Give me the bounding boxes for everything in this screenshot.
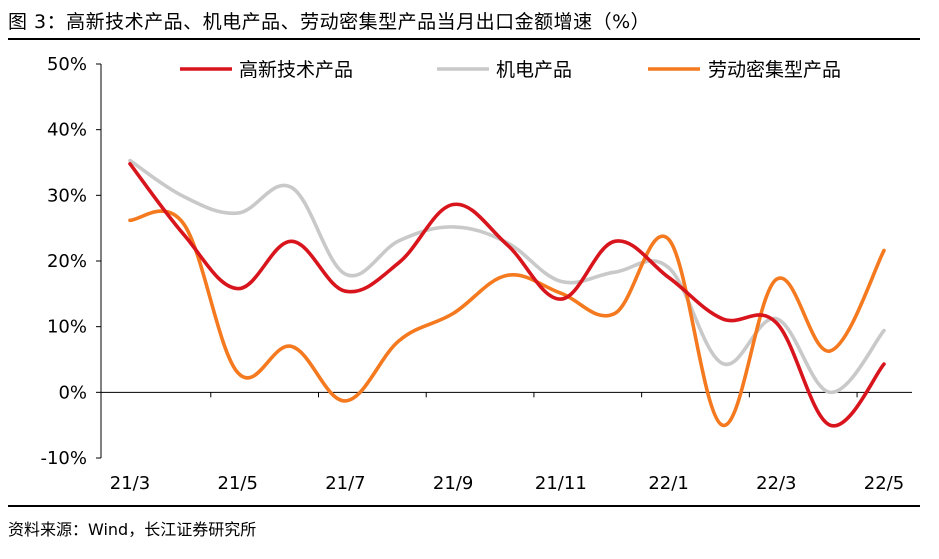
- x-tick-label: 21/7: [325, 473, 365, 494]
- x-tick-label: 21/9: [433, 473, 473, 494]
- axes: -10% 0% 10% 20% 30% 40% 50% 21/3 21/5 21/7 21/9 21/…: [40, 54, 912, 494]
- x-tick-label: 22/5: [864, 473, 904, 494]
- y-tick-label: 20%: [47, 251, 87, 272]
- line-chart: -10% 0% 10% 20% 30% 40% 50% 21/3 21/5 21/7 21/9 21/…: [40, 54, 912, 494]
- legend-label-1: 高新技术产品: [239, 59, 353, 81]
- x-tick-label: 21/3: [110, 473, 150, 494]
- figure-title: 图 3：高新技术产品、机电产品、劳动密集型产品当月出口金额增速（%）: [8, 11, 651, 33]
- y-tick-label: 50%: [47, 54, 87, 75]
- y-tick-label: 0%: [58, 382, 87, 403]
- y-tick-label: 10%: [47, 317, 87, 338]
- title-rule: [8, 38, 920, 40]
- x-tick-label: 21/11: [535, 473, 587, 494]
- legend: 高新技术产品 机电产品 劳动密集型产品: [180, 59, 841, 81]
- series-line-3: [128, 209, 886, 427]
- y-tick-label: 30%: [47, 185, 87, 206]
- series-layer: [128, 158, 886, 428]
- y-tick-label: -10%: [40, 448, 87, 469]
- x-tick-label: 21/5: [218, 473, 258, 494]
- source-note: 资料来源：Wind，长江证券研究所: [8, 520, 257, 539]
- legend-label-3: 劳动密集型产品: [708, 59, 841, 81]
- y-tick-label: 40%: [47, 120, 87, 141]
- x-tick-label: 22/3: [756, 473, 796, 494]
- source-rule: [8, 505, 920, 507]
- x-tick-label: 22/1: [648, 473, 688, 494]
- legend-label-2: 机电产品: [496, 59, 572, 81]
- series-line-1: [128, 162, 886, 428]
